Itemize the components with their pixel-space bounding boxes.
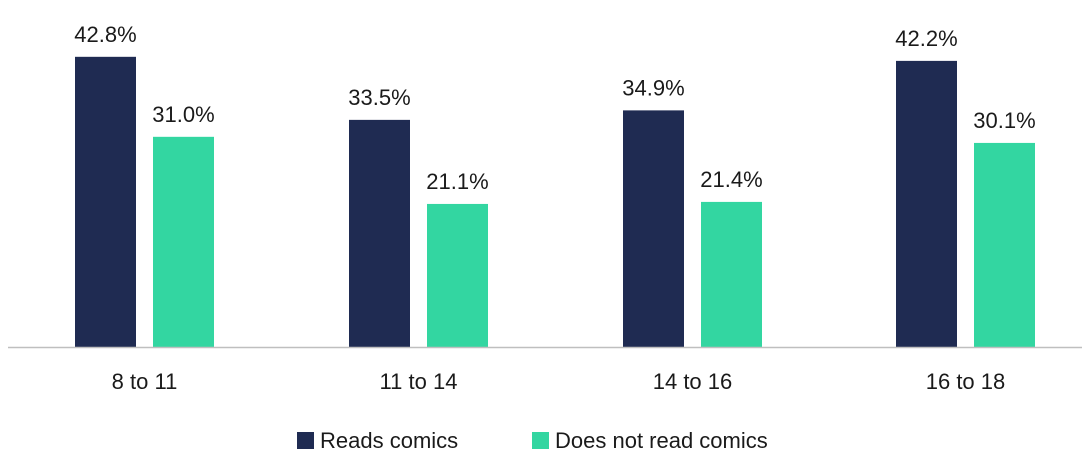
bar-does-not-read-comics-3 (701, 201, 762, 347)
data-label-reads-comics-2: 33.5% (348, 85, 410, 110)
bar-reads-comics-4 (896, 60, 957, 347)
data-label-does-not-read-comics-1: 31.0% (152, 102, 214, 127)
bars-layer (75, 56, 1035, 348)
legend-label-reads-comics: Reads comics (320, 428, 458, 452)
bar-does-not-read-comics-2 (427, 203, 488, 347)
data-label-does-not-read-comics-3: 21.4% (700, 167, 762, 192)
x-tick-label-1: 8 to 11 (112, 369, 178, 394)
data-label-does-not-read-comics-2: 21.1% (426, 169, 488, 194)
x-tick-label-4: 16 to 18 (926, 369, 1006, 394)
legend: Reads comics Does not read comics (297, 428, 768, 452)
bar-reads-comics-3 (623, 110, 684, 348)
legend-label-does-not-read-comics: Does not read comics (555, 428, 768, 452)
data-label-does-not-read-comics-4: 30.1% (973, 108, 1035, 133)
value-labels-layer: 42.8% 31.0% 33.5% 21.1% 34.9% 21.4% 42.2% 30.1% (74, 22, 1035, 194)
bar-does-not-read-comics-4 (974, 142, 1035, 347)
x-tick-labels: 8 to 11 11 to 14 14 to 16 16 to 18 (112, 369, 1006, 394)
bar-reads-comics-2 (349, 119, 410, 348)
data-label-reads-comics-3: 34.9% (622, 75, 684, 100)
bar-reads-comics-1 (75, 56, 136, 347)
bar-does-not-read-comics-1 (153, 136, 214, 347)
x-tick-label-2: 11 to 14 (380, 369, 458, 394)
data-label-reads-comics-4: 42.2% (895, 26, 957, 51)
legend-swatch-reads-comics (297, 432, 314, 449)
data-label-reads-comics-1: 42.8% (74, 22, 136, 47)
legend-swatch-does-not-read-comics (532, 432, 549, 449)
x-tick-label-3: 14 to 16 (653, 369, 733, 394)
